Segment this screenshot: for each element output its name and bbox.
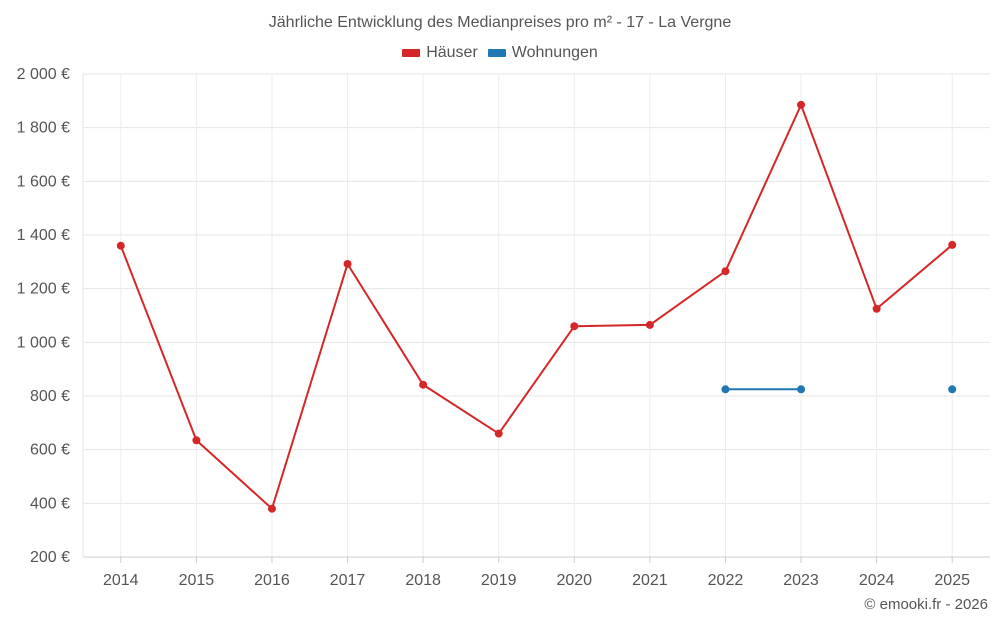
y-tick-label: 1 600 € [17, 173, 70, 190]
data-point-haeuser [494, 429, 503, 438]
x-tick-label: 2024 [859, 572, 895, 589]
y-tick-label: 400 € [30, 495, 70, 512]
data-point-haeuser [116, 241, 125, 250]
x-tick-label: 2020 [556, 572, 592, 589]
series-line-haeuser [119, 103, 953, 510]
x-tick-label: 2022 [708, 572, 744, 589]
y-tick-label: 1 800 € [17, 120, 70, 137]
data-point-haeuser [872, 304, 881, 313]
y-tick-label: 600 € [30, 442, 70, 459]
y-tick-label: 200 € [30, 549, 70, 566]
legend: Häuser Wohnungen [0, 44, 1000, 62]
x-tick-label: 2018 [405, 572, 441, 589]
data-point-haeuser [645, 320, 654, 329]
legend-item-haeuser[interactable]: Häuser [402, 44, 478, 62]
y-tick-label: 1 200 € [17, 281, 70, 298]
legend-swatch-wohnungen [487, 49, 506, 57]
x-tick-label: 2017 [330, 572, 366, 589]
data-point-haeuser [948, 240, 957, 249]
x-tick-label: 2021 [632, 572, 668, 589]
data-point-haeuser [192, 436, 201, 445]
x-tick-label: 2025 [934, 572, 970, 589]
data-point-haeuser [419, 380, 428, 389]
x-tick-label: 2016 [254, 572, 290, 589]
chart-title: Jährliche Entwicklung des Medianpreises … [268, 14, 732, 31]
data-point-haeuser [797, 100, 806, 109]
data-point-haeuser [570, 322, 579, 331]
y-tick-label: 1 400 € [17, 227, 70, 244]
data-point-haeuser [721, 267, 730, 276]
data-point-wohnungen [797, 385, 806, 394]
legend-label-wohnungen: Wohnungen [511, 44, 598, 61]
data-point-wohnungen [948, 385, 957, 394]
x-tick-label: 2014 [103, 572, 139, 589]
legend-swatch-haeuser [402, 49, 421, 57]
data-point-wohnungen [721, 385, 730, 394]
x-tick-label: 2015 [179, 572, 215, 589]
data-point-haeuser [267, 504, 276, 513]
y-tick-label: 800 € [30, 388, 70, 405]
y-tick-label: 2 000 € [17, 66, 70, 83]
x-tick-label: 2023 [783, 572, 819, 589]
credit-text: © emooki.fr - 2026 [864, 596, 988, 613]
legend-item-wohnungen[interactable]: Wohnungen [487, 44, 598, 62]
x-tick-label: 2019 [481, 572, 517, 589]
legend-label-haeuser: Häuser [426, 44, 478, 61]
data-point-haeuser [343, 259, 352, 268]
y-tick-label: 1 000 € [17, 334, 70, 351]
